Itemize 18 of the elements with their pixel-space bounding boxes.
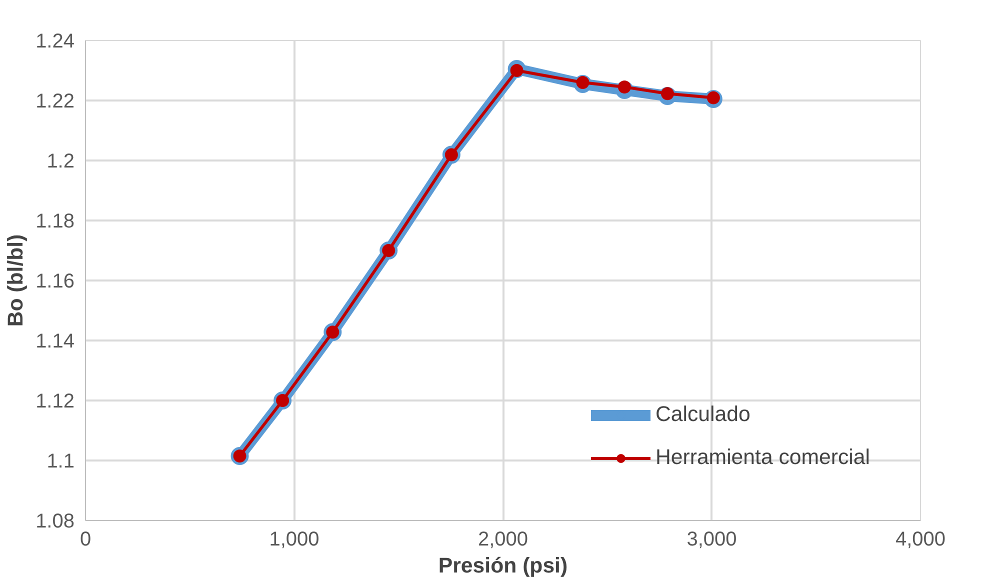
x-tick-label: 4,000 bbox=[895, 528, 946, 550]
y-tick-label: 1.18 bbox=[36, 210, 75, 232]
y-tick-label: 1.16 bbox=[36, 270, 75, 292]
y-tick-label: 1.1 bbox=[46, 450, 75, 472]
x-tick-label: 0 bbox=[80, 528, 92, 550]
x-tick-label: 2,000 bbox=[478, 528, 528, 550]
legend-label: Herramienta comercial bbox=[655, 445, 870, 470]
y-tick-label: 1.22 bbox=[36, 90, 75, 112]
legend-label: Calculado bbox=[655, 402, 750, 427]
y-tick-label: 1.2 bbox=[46, 150, 75, 172]
x-axis-title: Presión (psi) bbox=[438, 554, 568, 578]
x-tick-label: 1,000 bbox=[269, 528, 320, 550]
x-tick-label: 3,000 bbox=[686, 528, 737, 550]
y-tick-label: 1.24 bbox=[36, 30, 75, 52]
y-tick-label: 1.12 bbox=[36, 390, 75, 412]
y-tick-label: 1.08 bbox=[36, 510, 75, 532]
y-tick-label: 1.14 bbox=[36, 330, 75, 352]
y-axis-title: Bo (bl/bl) bbox=[4, 234, 28, 327]
